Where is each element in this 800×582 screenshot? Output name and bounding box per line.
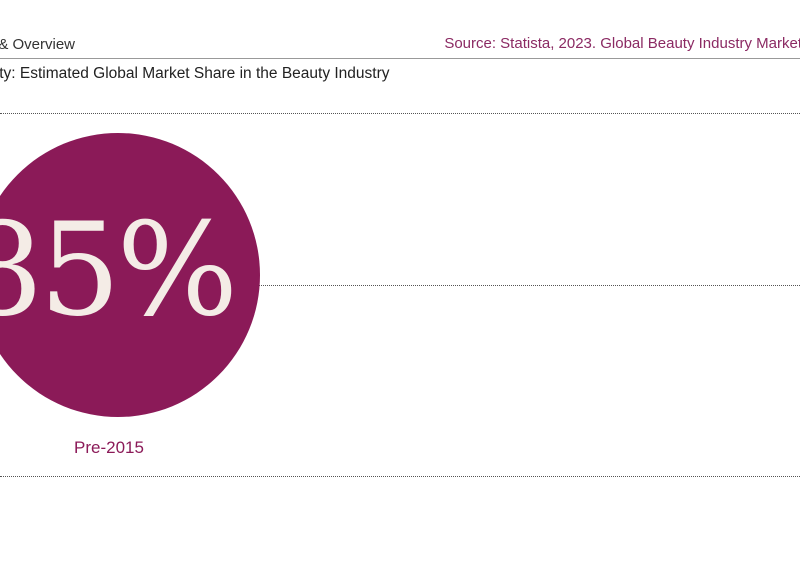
dotted-divider-top [0, 113, 800, 114]
stat-value: 85% [0, 195, 238, 345]
slide-title: auty: Estimated Global Market Share in t… [0, 65, 390, 82]
dotted-divider-bottom [0, 476, 800, 477]
section-title: t & Overview [0, 36, 76, 53]
header-divider [0, 58, 800, 59]
stat-label: Pre-2015 [74, 438, 144, 457]
stat-circle: 85% [0, 133, 260, 417]
dotted-divider-middle [258, 285, 800, 286]
source-citation: Source: Statista, 2023. Global Beauty In… [444, 35, 800, 52]
